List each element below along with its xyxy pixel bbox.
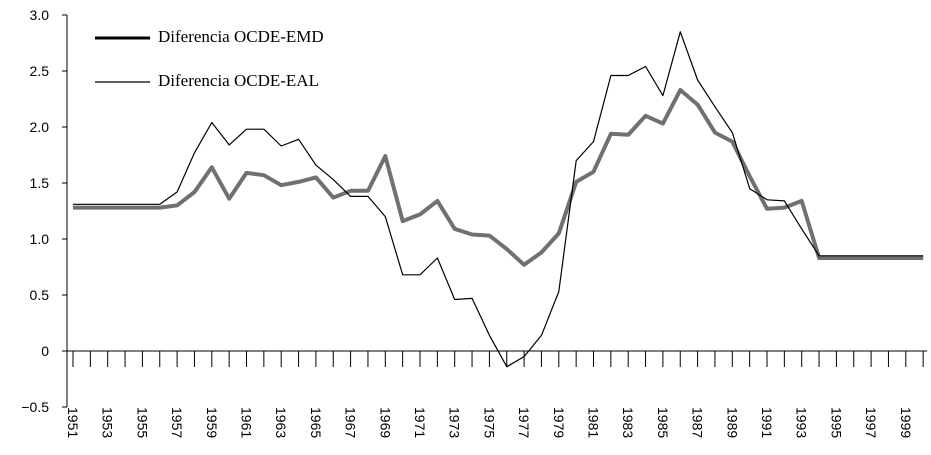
y-tick-label: 0 [41, 343, 49, 359]
x-tick-label: 1977 [516, 407, 532, 438]
x-tick-label: 1995 [828, 407, 844, 438]
x-tick-label: 1979 [551, 407, 567, 438]
x-tick-label: 1951 [65, 407, 81, 438]
series-line [73, 88, 924, 267]
x-tick-label: 1965 [308, 407, 324, 438]
x-tick-label: 1985 [655, 407, 671, 438]
x-tick-label: 1997 [863, 407, 879, 438]
y-tick-label: 1.5 [30, 175, 50, 191]
x-tick-label: 1987 [690, 407, 706, 438]
y-tick-label: 0.5 [30, 287, 50, 303]
y-tick-label: 3.0 [30, 7, 50, 23]
x-tick-label: 1989 [724, 407, 740, 438]
x-tick-label: 1963 [273, 407, 289, 438]
x-tick-label: 1969 [377, 407, 393, 438]
x-tick-label: 1973 [447, 407, 463, 438]
x-tick-label: 1971 [412, 407, 428, 438]
x-tick-label: 1975 [481, 407, 497, 438]
y-tick-label: 2.5 [30, 63, 50, 79]
x-tick-label: 1955 [134, 407, 150, 438]
y-tick-label: 2.0 [30, 119, 50, 135]
x-tick-label: 1981 [586, 407, 602, 438]
x-tick-label: 1953 [100, 407, 116, 438]
x-tick-label: 1959 [204, 407, 220, 438]
x-tick-label: 1991 [759, 407, 775, 438]
series-line [73, 31, 924, 368]
y-tick-label: 1.0 [30, 231, 50, 247]
x-tick-label: 1999 [898, 407, 914, 438]
x-tick-label: 1983 [620, 407, 636, 438]
x-tick-label: 1967 [343, 407, 359, 438]
x-tick-label: 1961 [239, 407, 255, 438]
legend-label: Diferencia OCDE-EMD [158, 27, 324, 46]
x-tick-label: 1957 [169, 407, 185, 438]
x-tick-label: 1993 [794, 407, 810, 438]
y-tick-label: −0.5 [21, 399, 49, 415]
legend-label: Diferencia OCDE-EAL [158, 71, 319, 90]
